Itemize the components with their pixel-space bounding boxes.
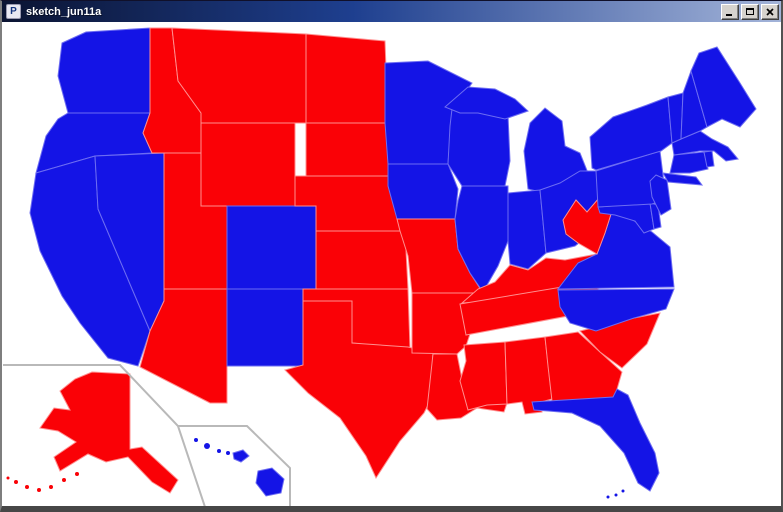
sketch-canvas[interactable] bbox=[2, 22, 781, 506]
close-icon bbox=[766, 7, 774, 16]
state-in[interactable] bbox=[507, 189, 547, 270]
state-fl[interactable] bbox=[531, 388, 660, 492]
state-wy[interactable] bbox=[200, 122, 296, 207]
state-ak-island[interactable] bbox=[62, 478, 66, 482]
state-wa[interactable] bbox=[57, 27, 153, 114]
state-hi-island[interactable] bbox=[194, 438, 198, 442]
us-map bbox=[3, 27, 757, 506]
state-tx[interactable] bbox=[284, 300, 434, 480]
state-ak[interactable] bbox=[39, 371, 179, 494]
window-title: sketch_jun11a bbox=[26, 5, 102, 18]
close-button[interactable] bbox=[761, 3, 779, 20]
state-hi-island[interactable] bbox=[217, 449, 221, 453]
state-sd[interactable] bbox=[305, 122, 394, 177]
state-hi[interactable] bbox=[255, 467, 285, 497]
state-ks[interactable] bbox=[315, 230, 409, 290]
state-ak-island[interactable] bbox=[6, 476, 10, 480]
states-layer bbox=[6, 27, 757, 499]
hawaii-inset-border bbox=[178, 425, 291, 506]
state-ak-island[interactable] bbox=[37, 488, 41, 492]
state-fl-island[interactable] bbox=[621, 489, 625, 493]
minimize-icon bbox=[725, 14, 732, 16]
state-hi-island[interactable] bbox=[226, 451, 230, 455]
maximize-icon bbox=[746, 8, 754, 15]
state-hi[interactable] bbox=[232, 449, 250, 463]
state-hi-island[interactable] bbox=[204, 443, 210, 449]
state-ga[interactable] bbox=[544, 331, 623, 404]
state-nh[interactable] bbox=[680, 69, 708, 140]
processing-icon-letter: P bbox=[10, 5, 17, 17]
state-ny[interactable] bbox=[662, 172, 704, 186]
state-nc[interactable] bbox=[557, 288, 675, 332]
state-nd[interactable] bbox=[305, 33, 389, 124]
state-ak-island[interactable] bbox=[14, 480, 18, 484]
maximize-button[interactable] bbox=[741, 3, 759, 20]
state-ak-island[interactable] bbox=[75, 472, 79, 476]
state-ak-island[interactable] bbox=[49, 485, 53, 489]
alaska-inset-border bbox=[3, 364, 206, 506]
state-mi[interactable] bbox=[444, 86, 529, 120]
state-nm[interactable] bbox=[226, 288, 304, 367]
state-ct[interactable] bbox=[669, 151, 709, 174]
state-ia[interactable] bbox=[387, 163, 459, 220]
state-me[interactable] bbox=[690, 46, 757, 128]
state-ms[interactable] bbox=[459, 341, 508, 411]
title-bar[interactable]: P sketch_jun11a bbox=[2, 1, 781, 22]
state-fl-island[interactable] bbox=[606, 495, 610, 499]
processing-icon[interactable]: P bbox=[6, 4, 21, 19]
minimize-button[interactable] bbox=[721, 3, 739, 20]
window-controls bbox=[721, 3, 779, 20]
state-ak-island[interactable] bbox=[25, 485, 29, 489]
state-co[interactable] bbox=[226, 205, 317, 290]
state-fl-island[interactable] bbox=[614, 493, 618, 497]
